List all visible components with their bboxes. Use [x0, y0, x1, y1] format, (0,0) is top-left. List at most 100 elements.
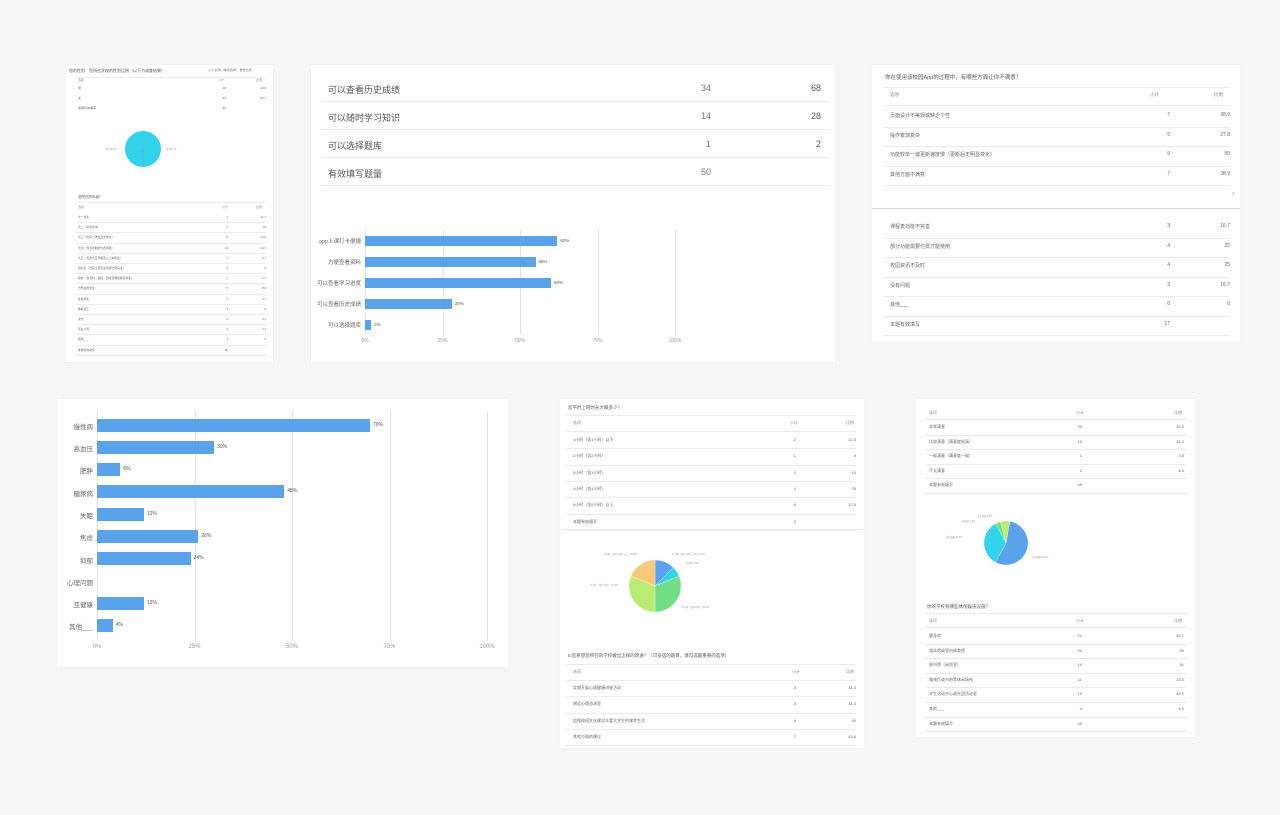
row-percent: 10: [262, 225, 266, 230]
row-label: 教职员工: [78, 306, 90, 311]
pie-slice: [654, 575, 682, 613]
row-divider: [566, 448, 856, 450]
bar: [365, 236, 558, 246]
row-label: 其他___: [929, 706, 944, 711]
table-header: 选项: [929, 410, 937, 415]
row-percent: 12.5: [848, 502, 856, 508]
gridline: [597, 229, 599, 335]
pie-label-top: 不太满意 6.9%: [977, 516, 993, 518]
row-percent: 5: [264, 306, 266, 311]
row-label: 功能较单一或更新速度慢（更新后无明显变化）: [890, 152, 996, 158]
row-divider: [76, 273, 266, 275]
row-percent: 25: [1224, 262, 1230, 268]
table-header: 选项: [890, 92, 899, 97]
category-label: 可以选择题库: [327, 323, 361, 330]
row-count: 4: [1167, 242, 1170, 249]
row-divider: [76, 344, 266, 346]
row-percent: 8.3: [262, 286, 266, 291]
row-label: 已毕业的学生: [78, 286, 95, 291]
row-count: 5: [793, 701, 796, 707]
x-tick-label: 50%: [514, 338, 525, 344]
pie-label-upper-left: 一般满意 3.5%: [960, 521, 976, 523]
row-percent: 68: [810, 83, 821, 93]
row-divider: [566, 480, 856, 482]
row-label: 可以查看历史成绩: [328, 85, 401, 95]
pie-label-left: 比较满意 34.4%: [946, 537, 963, 539]
row-count: 7: [1167, 112, 1170, 118]
bar: [97, 418, 370, 432]
category-label: 心理问题: [67, 579, 93, 587]
row-percent: 25: [1224, 242, 1230, 249]
row-divider: [76, 263, 266, 264]
row-divider: [566, 464, 856, 466]
category-label: 慢性病: [73, 423, 94, 431]
row-percent: 6.7: [262, 317, 266, 321]
row-divider: [321, 129, 829, 130]
row-count: 14: [1077, 662, 1082, 668]
row-count: 1: [1079, 453, 1082, 459]
gridline: [97, 411, 98, 641]
card-gender-grade: 您的性别：您所在学校的性别比例（以下为调查结果） 小计/比例（单项选择） 数量比…: [66, 65, 273, 362]
row-divider: [925, 643, 1187, 645]
row-label: 其他___: [890, 302, 909, 308]
row-divider: [925, 687, 1187, 689]
bar-value-label: 70%: [373, 421, 384, 428]
bar: [97, 507, 144, 521]
row-label: 本题有效填写: [78, 106, 97, 110]
row-percent: 16.7: [260, 245, 266, 250]
row-percent: 42.2: [1176, 691, 1184, 697]
category-label: app上课打卡便捷: [318, 239, 361, 246]
category-label: 抑郁: [80, 557, 93, 565]
row-percent: 11.7: [260, 215, 266, 219]
row-count: 34: [700, 83, 711, 93]
bar-value-label: 24%: [193, 555, 204, 562]
row-percent: 31.3: [848, 685, 856, 690]
row-label: 大五（包含大五年级及以上本科生）: [78, 255, 123, 260]
row-percent: 6.7: [262, 296, 266, 301]
section-marker: 2: [1232, 191, 1235, 196]
row-count: 8: [226, 235, 228, 240]
table-header: 选项: [573, 420, 581, 425]
table-header: 选项: [929, 618, 937, 623]
row-label: 大二（含专升本）: [78, 225, 101, 230]
row-count: 2: [226, 327, 228, 332]
row-percent: 2: [815, 139, 821, 149]
row-label: 操作繁琐复杂: [890, 132, 921, 139]
pie-label-right-top: 2小时 6.3%: [686, 562, 699, 565]
row-count: 9: [1167, 151, 1170, 157]
row-label: 其他方面不满意: [890, 171, 926, 178]
table-header: 小计: [222, 205, 229, 209]
row-label: 大三（含第二学位及双学位）: [78, 235, 115, 240]
row-count: 3: [226, 337, 228, 342]
row-percent: 56.7: [260, 96, 266, 100]
row-divider: [566, 529, 856, 531]
row-count: 60: [224, 347, 228, 352]
card1-sub-title: 您所在的年级？: [78, 195, 103, 199]
row-label: 本题有效填写: [929, 720, 953, 726]
row-label: 咖啡厅或书吧等休闲场所: [929, 676, 973, 682]
row-divider: [884, 126, 1229, 128]
row-count: 5: [226, 286, 228, 291]
row-count: 10: [1077, 438, 1082, 444]
row-label: 学生活动中心或社团活动室: [929, 691, 977, 697]
gridline: [194, 411, 196, 641]
row-divider: [566, 497, 856, 499]
table-header: 小计: [1076, 410, 1084, 415]
row-percent: 50: [851, 717, 856, 723]
row-label: 在职学生: [78, 296, 90, 301]
row-count: 3: [226, 306, 228, 311]
row-divider: [76, 354, 266, 356]
bar-value-label: 4%: [115, 622, 123, 629]
bar-value-label: 12%: [146, 599, 157, 606]
bar-value-label: 26%: [201, 533, 212, 539]
bar: [365, 299, 452, 309]
row-divider: [566, 712, 856, 714]
row-count: 10: [224, 245, 228, 250]
card5-title: 您平时上网时长大概多少？: [568, 405, 622, 410]
row-label: 男: [78, 86, 82, 90]
row-label: 大一新生: [78, 215, 90, 219]
row-percent: 3.3: [262, 327, 266, 332]
card-app-features: 可以查看历史成绩 34 68 可以随时学习知识 14 28 可以选择题库 1 2 有效填写题量 50…: [311, 65, 835, 362]
row-divider: [925, 731, 1187, 733]
row-divider: [925, 478, 1187, 480]
